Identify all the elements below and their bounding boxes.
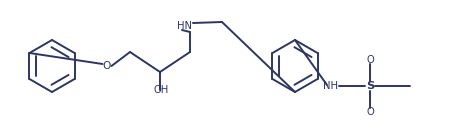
Text: O: O	[365, 55, 373, 65]
Text: HN: HN	[177, 21, 192, 31]
Text: O: O	[365, 107, 373, 117]
Text: OH: OH	[153, 85, 168, 95]
Text: O: O	[102, 61, 111, 71]
Text: NH: NH	[323, 81, 338, 91]
Text: S: S	[365, 81, 373, 91]
